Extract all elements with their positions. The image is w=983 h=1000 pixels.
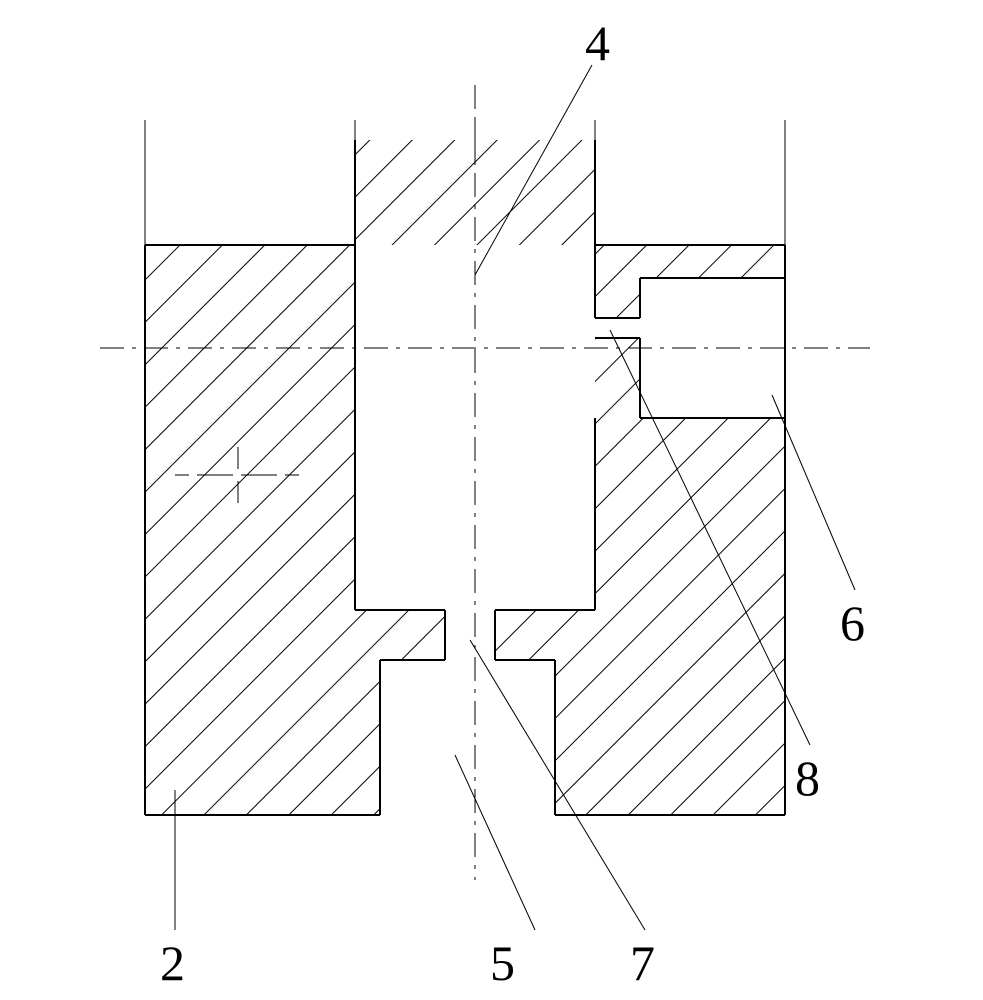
label-2: 2 [160, 935, 185, 991]
label-8: 8 [795, 750, 820, 806]
label-5: 5 [490, 935, 515, 991]
label-4: 4 [585, 15, 610, 71]
label-7: 7 [630, 935, 655, 991]
leader-5 [455, 755, 535, 930]
label-6: 6 [840, 595, 865, 651]
hatched-solid [145, 140, 785, 815]
